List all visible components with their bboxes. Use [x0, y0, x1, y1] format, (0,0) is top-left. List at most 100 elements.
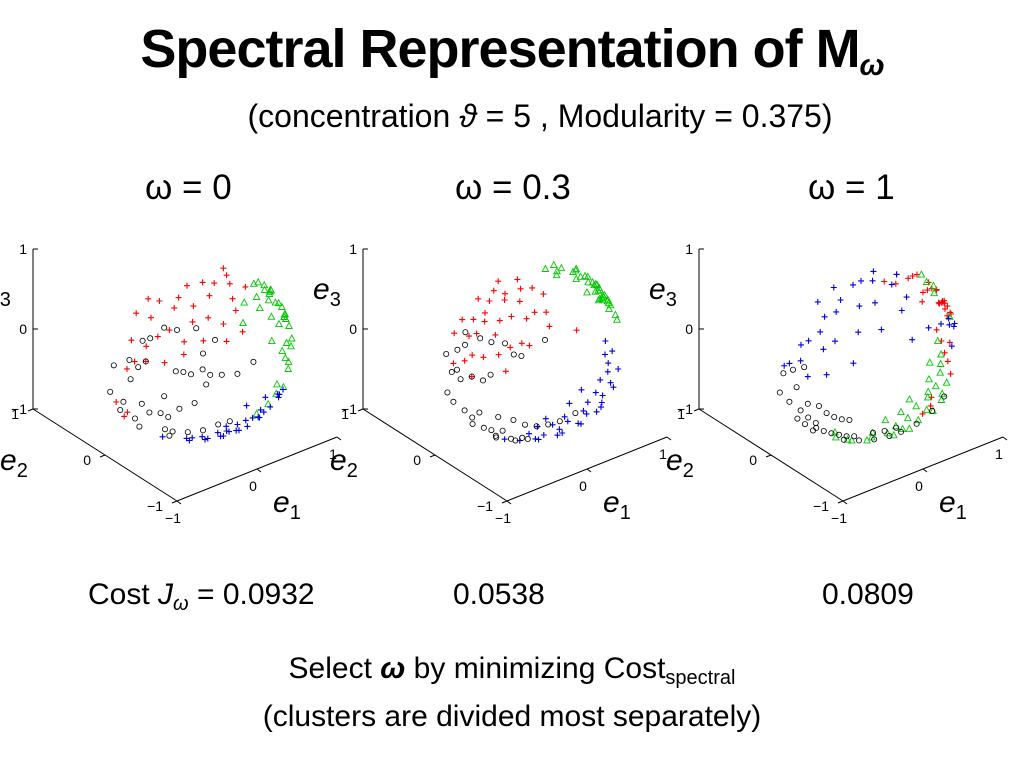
e2-tick-mark [837, 500, 844, 504]
point-circle-black [780, 370, 787, 377]
point-circle-black [524, 435, 531, 442]
e2-tick-label: 1 [677, 406, 685, 422]
point-plus-red [142, 358, 149, 365]
point-plus-red [242, 283, 249, 290]
point-circle-black [120, 398, 127, 405]
point-triangle-green [553, 266, 561, 275]
point-plus-red [543, 309, 550, 316]
point-plus-blue [255, 414, 262, 421]
point-plus-red [166, 327, 173, 334]
point-circle-black [913, 420, 920, 427]
e3-axis-label: e3 [0, 273, 11, 311]
point-plus-red [229, 295, 236, 302]
point-plus-blue [602, 338, 609, 344]
panel-1-title: ω = 0 [145, 168, 232, 207]
point-triangle-green [847, 436, 856, 444]
point-triangle-green [284, 364, 293, 372]
point-plus-blue [872, 299, 878, 306]
point-circle-black [786, 398, 793, 405]
point-plus-red [941, 349, 948, 356]
point-plus-blue [951, 320, 958, 327]
point-circle-black [462, 341, 469, 348]
point-circle-black [191, 399, 198, 406]
point-circle-black [823, 410, 830, 417]
e3-tick-label: −1 [677, 401, 693, 417]
point-triangle-green [881, 415, 890, 424]
point-triangle-green [576, 272, 585, 280]
e1-tick-label: 1 [329, 446, 337, 462]
cost-symbol: J [158, 578, 174, 611]
point-plus-red [919, 410, 926, 417]
point-triangle-green [606, 300, 615, 309]
point-plus-red [131, 358, 138, 365]
point-triangle-green [287, 334, 296, 342]
point-plus-blue [559, 430, 566, 436]
point-triangle-green [280, 312, 289, 320]
e1-tick-mark [586, 468, 592, 473]
point-triangle-green [284, 357, 293, 365]
point-plus-blue [244, 423, 251, 430]
point-circle-black [234, 370, 241, 377]
point-plus-red [944, 303, 951, 310]
point-circle-black [871, 436, 878, 443]
point-triangle-green [611, 310, 620, 318]
point-plus-red [914, 271, 920, 278]
point-plus-red [480, 354, 487, 361]
e1-tick-mark [922, 468, 928, 473]
e1-axis-label: e1 [273, 486, 301, 524]
point-circle-black [929, 407, 936, 414]
point-triangle-green [255, 303, 264, 312]
point-circle-black [794, 415, 801, 422]
point-plus-blue [805, 337, 812, 344]
e2-tick-label: −1 [147, 498, 163, 514]
panel-2-title: ω = 0.3 [455, 168, 571, 207]
point-triangle-green [897, 407, 905, 416]
point-plus-red [518, 340, 525, 347]
e2-tick-mark [27, 408, 34, 412]
point-plus-blue [598, 399, 605, 406]
point-plus-red [180, 351, 187, 358]
point-circle-black [805, 414, 812, 421]
point-plus-blue [893, 271, 900, 278]
conclusion-line-2: (clusters are divided most separately) [262, 700, 762, 733]
point-circle-black [480, 424, 487, 431]
point-triangle-green [942, 378, 951, 386]
point-circle-black [454, 366, 461, 373]
e1-tick-mark [1002, 436, 1008, 441]
point-circle-black [469, 414, 476, 421]
point-plus-red [156, 298, 163, 304]
e1-tick-mark [842, 500, 848, 505]
point-plus-red [121, 413, 128, 420]
point-plus-blue [199, 433, 206, 440]
point-plus-blue [610, 384, 617, 391]
point-triangle-green [267, 312, 276, 320]
point-plus-blue [607, 379, 614, 386]
point-circle-black [226, 418, 233, 425]
point-circle-black [203, 381, 210, 388]
point-plus-red [113, 399, 120, 405]
point-plus-red [546, 323, 553, 330]
point-plus-red [924, 287, 931, 294]
point-plus-blue [814, 298, 821, 305]
cost-subscript: ω [173, 593, 189, 615]
point-triangle-green [605, 304, 613, 312]
point-triangle-green [583, 272, 592, 280]
point-circle-black [519, 434, 526, 441]
point-plus-blue [584, 399, 591, 406]
point-plus-blue [615, 366, 622, 372]
point-triangle-green [273, 379, 281, 388]
point-plus-red [199, 279, 206, 286]
point-circle-black [199, 427, 206, 434]
point-triangle-green [595, 283, 603, 291]
point-triangle-green [930, 288, 939, 297]
point-plus-red [189, 318, 196, 325]
point-plus-red [517, 285, 524, 292]
point-circle-black [161, 426, 168, 433]
point-triangle-green [557, 263, 566, 272]
point-plus-red [927, 402, 934, 409]
point-triangle-green [254, 277, 263, 286]
point-circle-black [804, 400, 811, 407]
